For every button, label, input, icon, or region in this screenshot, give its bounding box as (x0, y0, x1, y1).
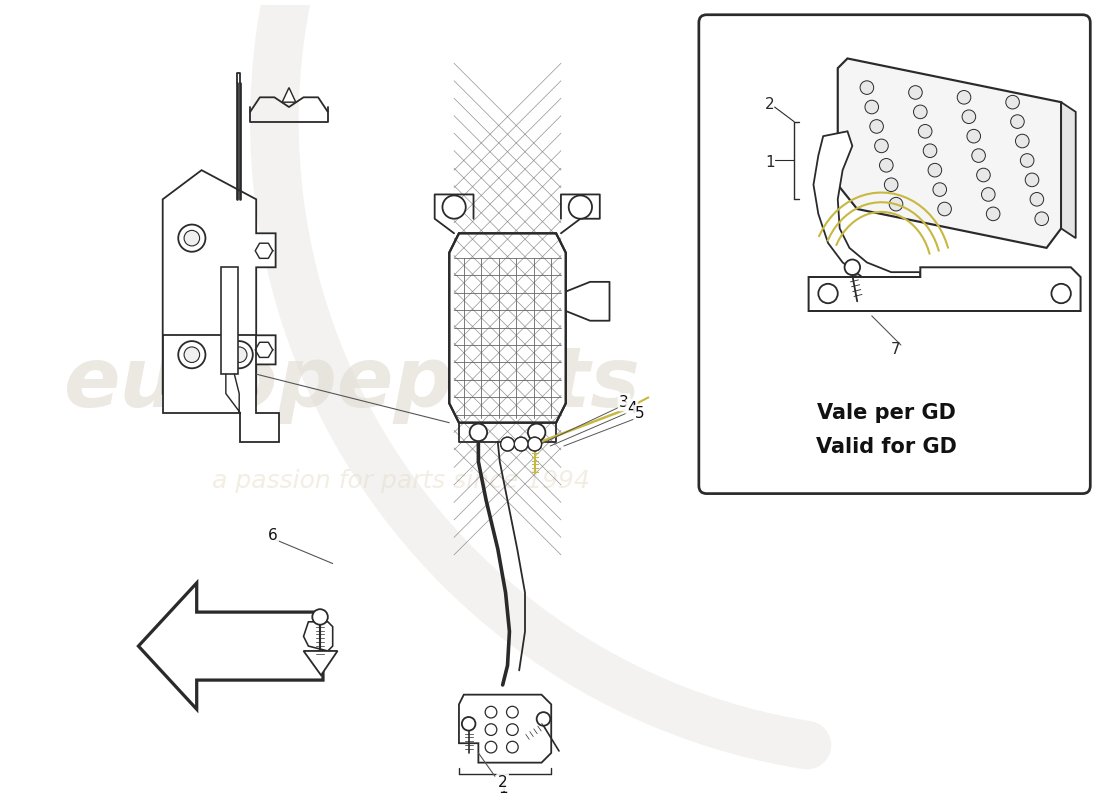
Circle shape (500, 438, 515, 451)
Text: 1: 1 (764, 155, 774, 170)
Circle shape (938, 202, 952, 216)
Circle shape (957, 90, 971, 104)
Circle shape (231, 347, 248, 362)
Circle shape (184, 347, 199, 362)
Text: 4: 4 (627, 401, 637, 416)
Circle shape (178, 225, 206, 252)
Circle shape (928, 163, 942, 177)
Circle shape (918, 125, 932, 138)
Text: 7: 7 (891, 342, 901, 358)
Polygon shape (838, 58, 1062, 248)
Circle shape (909, 86, 922, 99)
Circle shape (1052, 284, 1071, 303)
Circle shape (470, 424, 487, 441)
Circle shape (971, 149, 986, 162)
Text: 6: 6 (267, 528, 277, 543)
Polygon shape (283, 88, 296, 102)
Circle shape (1025, 173, 1038, 186)
Circle shape (184, 230, 199, 246)
Text: 2: 2 (764, 97, 774, 112)
Circle shape (528, 424, 546, 441)
Circle shape (515, 438, 528, 451)
Circle shape (528, 438, 541, 451)
Circle shape (537, 712, 550, 726)
Text: 3: 3 (619, 394, 629, 410)
Polygon shape (139, 583, 323, 710)
Polygon shape (449, 234, 565, 422)
Polygon shape (304, 622, 332, 651)
Text: 5: 5 (635, 406, 645, 422)
Polygon shape (814, 131, 921, 286)
Polygon shape (808, 267, 1080, 311)
Circle shape (889, 198, 903, 211)
Circle shape (518, 441, 524, 447)
Circle shape (933, 182, 946, 196)
Circle shape (485, 724, 497, 735)
Circle shape (178, 341, 206, 368)
Circle shape (987, 207, 1000, 221)
Circle shape (462, 717, 475, 730)
Circle shape (528, 438, 541, 451)
Circle shape (505, 441, 510, 447)
Text: 2: 2 (498, 774, 507, 790)
Circle shape (485, 742, 497, 753)
Circle shape (312, 609, 328, 625)
Circle shape (515, 438, 528, 451)
Circle shape (569, 195, 592, 218)
Circle shape (884, 178, 898, 191)
Circle shape (500, 438, 515, 451)
Circle shape (818, 284, 838, 303)
Polygon shape (221, 267, 238, 374)
Text: a passion for parts since 1994: a passion for parts since 1994 (212, 469, 590, 493)
Text: Vale per GD: Vale per GD (817, 403, 956, 423)
Circle shape (874, 139, 889, 153)
Circle shape (506, 724, 518, 735)
Circle shape (442, 195, 465, 218)
Circle shape (506, 706, 518, 718)
Circle shape (870, 120, 883, 134)
Circle shape (226, 341, 253, 368)
Circle shape (1035, 212, 1048, 226)
Circle shape (923, 144, 937, 158)
Polygon shape (163, 170, 276, 394)
Circle shape (981, 188, 996, 202)
Circle shape (1030, 193, 1044, 206)
Circle shape (531, 441, 538, 447)
Polygon shape (304, 651, 338, 675)
Circle shape (967, 130, 980, 143)
Circle shape (1015, 134, 1030, 148)
Circle shape (1011, 114, 1024, 128)
FancyBboxPatch shape (698, 14, 1090, 494)
Text: europeparts: europeparts (64, 343, 640, 424)
Text: Valid for GD: Valid for GD (816, 437, 957, 457)
Circle shape (1005, 95, 1020, 109)
Circle shape (977, 168, 990, 182)
Circle shape (913, 105, 927, 118)
Circle shape (506, 742, 518, 753)
Polygon shape (459, 694, 551, 762)
Polygon shape (1062, 102, 1076, 238)
Circle shape (962, 110, 976, 123)
Circle shape (1021, 154, 1034, 167)
Circle shape (880, 158, 893, 172)
Circle shape (845, 259, 860, 275)
Circle shape (865, 100, 879, 114)
Circle shape (485, 706, 497, 718)
Text: 1: 1 (498, 782, 507, 796)
Circle shape (860, 81, 873, 94)
Polygon shape (163, 335, 279, 442)
